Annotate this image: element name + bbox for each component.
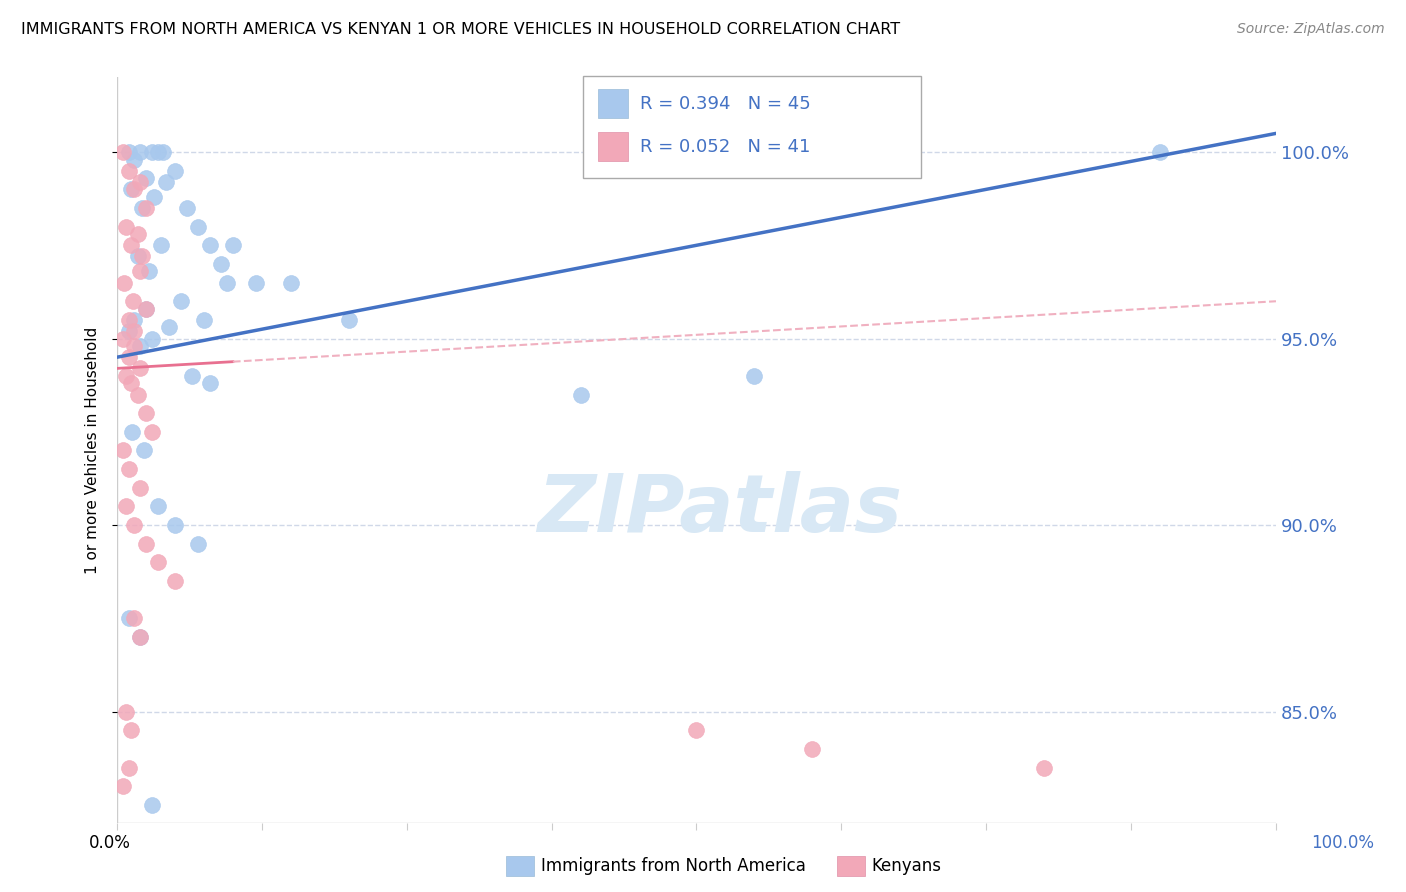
Point bbox=[111, 145, 134, 159]
Point bbox=[124, 339, 146, 353]
Point bbox=[801, 742, 824, 756]
Point bbox=[187, 537, 209, 551]
Text: 100.0%: 100.0% bbox=[1312, 834, 1374, 852]
Point bbox=[124, 518, 146, 533]
Point bbox=[115, 705, 138, 719]
Point bbox=[209, 257, 232, 271]
Point bbox=[127, 250, 149, 264]
Point bbox=[112, 276, 135, 290]
Point bbox=[135, 171, 157, 186]
Text: Source: ZipAtlas.com: Source: ZipAtlas.com bbox=[1237, 22, 1385, 37]
Point bbox=[141, 332, 163, 346]
Point bbox=[115, 219, 138, 234]
Point bbox=[120, 376, 142, 391]
Point bbox=[129, 145, 152, 159]
Point bbox=[111, 332, 134, 346]
Point bbox=[117, 611, 139, 625]
Point bbox=[193, 313, 215, 327]
Y-axis label: 1 or more Vehicles in Household: 1 or more Vehicles in Household bbox=[86, 326, 100, 574]
Point bbox=[122, 294, 145, 309]
Text: R = 0.394   N = 45: R = 0.394 N = 45 bbox=[640, 95, 810, 113]
Text: IMMIGRANTS FROM NORTH AMERICA VS KENYAN 1 OR MORE VEHICLES IN HOUSEHOLD CORRELAT: IMMIGRANTS FROM NORTH AMERICA VS KENYAN … bbox=[21, 22, 900, 37]
Point bbox=[163, 574, 186, 588]
Point bbox=[120, 723, 142, 738]
Point bbox=[124, 324, 146, 338]
Point bbox=[117, 145, 139, 159]
Point bbox=[141, 425, 163, 439]
Point bbox=[129, 630, 152, 644]
Point bbox=[127, 227, 149, 241]
Point bbox=[111, 443, 134, 458]
Point bbox=[131, 250, 153, 264]
Point bbox=[135, 301, 157, 316]
Point bbox=[170, 294, 193, 309]
Text: Immigrants from North America: Immigrants from North America bbox=[541, 857, 806, 875]
Point bbox=[1149, 145, 1171, 159]
Point bbox=[117, 350, 139, 364]
Point bbox=[685, 723, 707, 738]
Point bbox=[124, 182, 146, 196]
Point bbox=[129, 630, 152, 644]
Point bbox=[141, 145, 163, 159]
Point bbox=[245, 276, 267, 290]
Point bbox=[124, 313, 146, 327]
Point bbox=[222, 238, 245, 252]
Text: ZIPatlas: ZIPatlas bbox=[537, 471, 903, 549]
Point bbox=[135, 537, 157, 551]
Point bbox=[124, 153, 146, 167]
Point bbox=[120, 182, 142, 196]
Point bbox=[1033, 760, 1056, 774]
Point bbox=[124, 611, 146, 625]
Point bbox=[135, 406, 157, 420]
Point bbox=[138, 264, 160, 278]
Point bbox=[120, 238, 142, 252]
Point bbox=[121, 425, 143, 439]
Point bbox=[157, 320, 180, 334]
Point bbox=[155, 175, 177, 189]
Point bbox=[117, 313, 139, 327]
Text: 0.0%: 0.0% bbox=[89, 834, 131, 852]
Point bbox=[143, 190, 166, 204]
Point bbox=[129, 361, 152, 376]
Point bbox=[115, 368, 138, 383]
Point bbox=[176, 201, 198, 215]
Point bbox=[129, 481, 152, 495]
Point bbox=[135, 301, 157, 316]
Point bbox=[129, 264, 152, 278]
Point bbox=[198, 238, 221, 252]
Point bbox=[127, 387, 149, 401]
Point bbox=[117, 760, 139, 774]
Point bbox=[569, 387, 592, 401]
Point bbox=[150, 238, 173, 252]
Text: Kenyans: Kenyans bbox=[872, 857, 942, 875]
Point bbox=[198, 376, 221, 391]
Point bbox=[141, 797, 163, 812]
Point bbox=[117, 163, 139, 178]
Point bbox=[117, 462, 139, 476]
Point bbox=[146, 555, 169, 569]
Point bbox=[111, 779, 134, 793]
Point bbox=[117, 324, 139, 338]
Point bbox=[163, 518, 186, 533]
Point bbox=[135, 201, 157, 215]
Point bbox=[163, 163, 186, 178]
Point bbox=[181, 368, 204, 383]
Point bbox=[146, 145, 169, 159]
Point bbox=[129, 339, 152, 353]
Point bbox=[132, 443, 155, 458]
Point bbox=[152, 145, 174, 159]
Point bbox=[146, 500, 169, 514]
Point bbox=[187, 219, 209, 234]
Point bbox=[337, 313, 360, 327]
Point bbox=[217, 276, 239, 290]
Text: R = 0.052   N = 41: R = 0.052 N = 41 bbox=[640, 138, 810, 156]
Point bbox=[131, 201, 153, 215]
Point bbox=[280, 276, 302, 290]
Point bbox=[129, 175, 152, 189]
Point bbox=[744, 368, 766, 383]
Point bbox=[115, 500, 138, 514]
